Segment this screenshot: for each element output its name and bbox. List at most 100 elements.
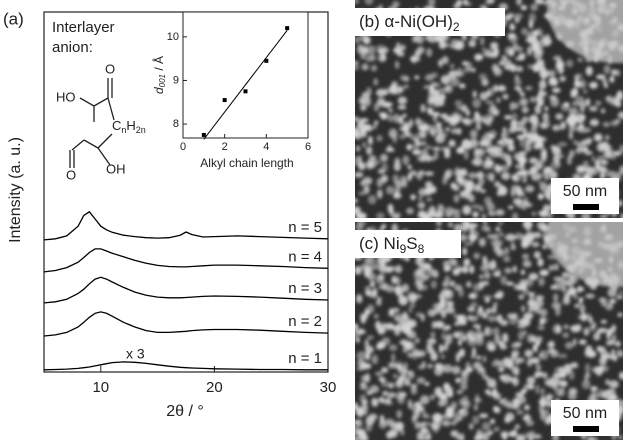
texture-blob	[362, 141, 367, 149]
texture-blob	[519, 97, 529, 107]
texture-blob	[520, 4, 528, 11]
texture-blob	[492, 84, 499, 93]
texture-blob	[611, 69, 618, 76]
panel-a: (a) Interlayer anion: HO O CnH2n O OH 2θ…	[3, 9, 336, 420]
texture-blob	[356, 366, 365, 371]
texture-blob	[599, 214, 608, 218]
texture-blob	[506, 281, 514, 286]
texture-blob	[356, 118, 365, 125]
texture-blob	[538, 353, 544, 358]
texture-blob	[393, 316, 402, 322]
texture-blob	[364, 285, 371, 296]
texture-blob	[410, 194, 416, 201]
texture-blob	[450, 77, 460, 87]
texture-blob	[387, 114, 395, 123]
texture-blob	[472, 98, 481, 109]
texture-blob	[583, 127, 592, 133]
texture-blob	[448, 139, 457, 148]
texture-blob	[424, 181, 433, 187]
texture-blob	[401, 283, 410, 293]
texture-blob	[606, 388, 616, 397]
texture-blob	[525, 185, 535, 193]
texture-blob	[550, 97, 560, 107]
texture-blob	[565, 117, 574, 125]
texture-blob	[438, 293, 444, 300]
texture-blob	[398, 115, 404, 125]
texture-blob	[413, 401, 422, 407]
y-axis-label: d001 / Å	[151, 56, 167, 94]
texture-blob	[584, 363, 591, 374]
texture-blob	[473, 403, 479, 411]
subscript: 9	[400, 242, 407, 256]
texture-blob	[373, 313, 379, 319]
texture-blob	[428, 337, 437, 343]
texture-blob	[414, 421, 421, 430]
texture-blob	[477, 177, 485, 186]
texture-blob	[462, 369, 467, 375]
texture-blob	[456, 127, 462, 135]
texture-blob	[602, 78, 608, 85]
texture-blob	[435, 89, 440, 99]
texture-blob	[557, 142, 568, 147]
texture-blob	[356, 408, 365, 418]
bond	[83, 139, 99, 149]
texture-blob	[474, 111, 480, 120]
texture-blob	[437, 203, 445, 214]
texture-blob	[614, 118, 621, 124]
texture-blob	[562, 297, 571, 305]
texture-blob	[364, 96, 372, 107]
texture-blob	[430, 351, 438, 362]
texture-blob	[457, 351, 465, 358]
annotation: x 3	[126, 346, 145, 362]
texture-blob	[522, 173, 527, 184]
texture-blob	[504, 63, 514, 71]
texture-blob	[441, 56, 449, 65]
texture-blob	[444, 206, 455, 216]
texture-blob	[557, 153, 565, 159]
texture-blob	[507, 205, 514, 210]
texture-blob	[500, 431, 509, 439]
texture-blob	[528, 303, 539, 311]
bond	[71, 139, 85, 151]
texture-blob	[490, 42, 499, 50]
y-tick-label: 10	[167, 31, 179, 43]
panel-label: (c) Ni9S8	[359, 234, 425, 256]
texture-blob	[473, 183, 483, 191]
texture-blob	[533, 231, 542, 239]
texture-blob	[502, 127, 507, 132]
texture-blob	[447, 390, 454, 398]
panel-label: (a)	[3, 9, 24, 28]
texture-blob	[499, 231, 504, 238]
texture-blob	[539, 308, 548, 317]
texture-blob	[455, 169, 465, 178]
texture-blob	[482, 280, 490, 286]
series-label: n = 4	[288, 248, 322, 265]
texture-blob	[411, 35, 417, 43]
texture-blob	[355, 337, 360, 343]
x-tick-label: 6	[305, 141, 311, 153]
texture-blob	[407, 291, 417, 299]
texture-blob	[427, 0, 436, 7]
texture-blob	[406, 370, 414, 375]
texture-blob	[557, 353, 568, 359]
texture-blob	[372, 287, 378, 298]
texture-blob	[379, 153, 389, 162]
texture-blob	[380, 113, 388, 120]
texture-blob	[526, 376, 536, 385]
x-tick-label: 2	[222, 141, 228, 153]
panel-label-box: (b) α-Ni(OH)2	[355, 8, 505, 36]
texture-blob	[485, 156, 491, 161]
texture-blob	[516, 0, 522, 6]
data-point	[243, 89, 248, 94]
texture-blob	[357, 191, 366, 196]
texture-blob	[511, 350, 520, 357]
texture-blob	[600, 141, 610, 151]
texture-blob	[355, 36, 361, 44]
texture-blob	[486, 89, 491, 97]
texture-blob	[442, 290, 448, 298]
texture-blob	[611, 324, 617, 331]
texture-blob	[360, 404, 369, 410]
texture-blob	[403, 368, 408, 375]
texture-blob	[449, 280, 456, 287]
texture-blob	[360, 104, 367, 111]
